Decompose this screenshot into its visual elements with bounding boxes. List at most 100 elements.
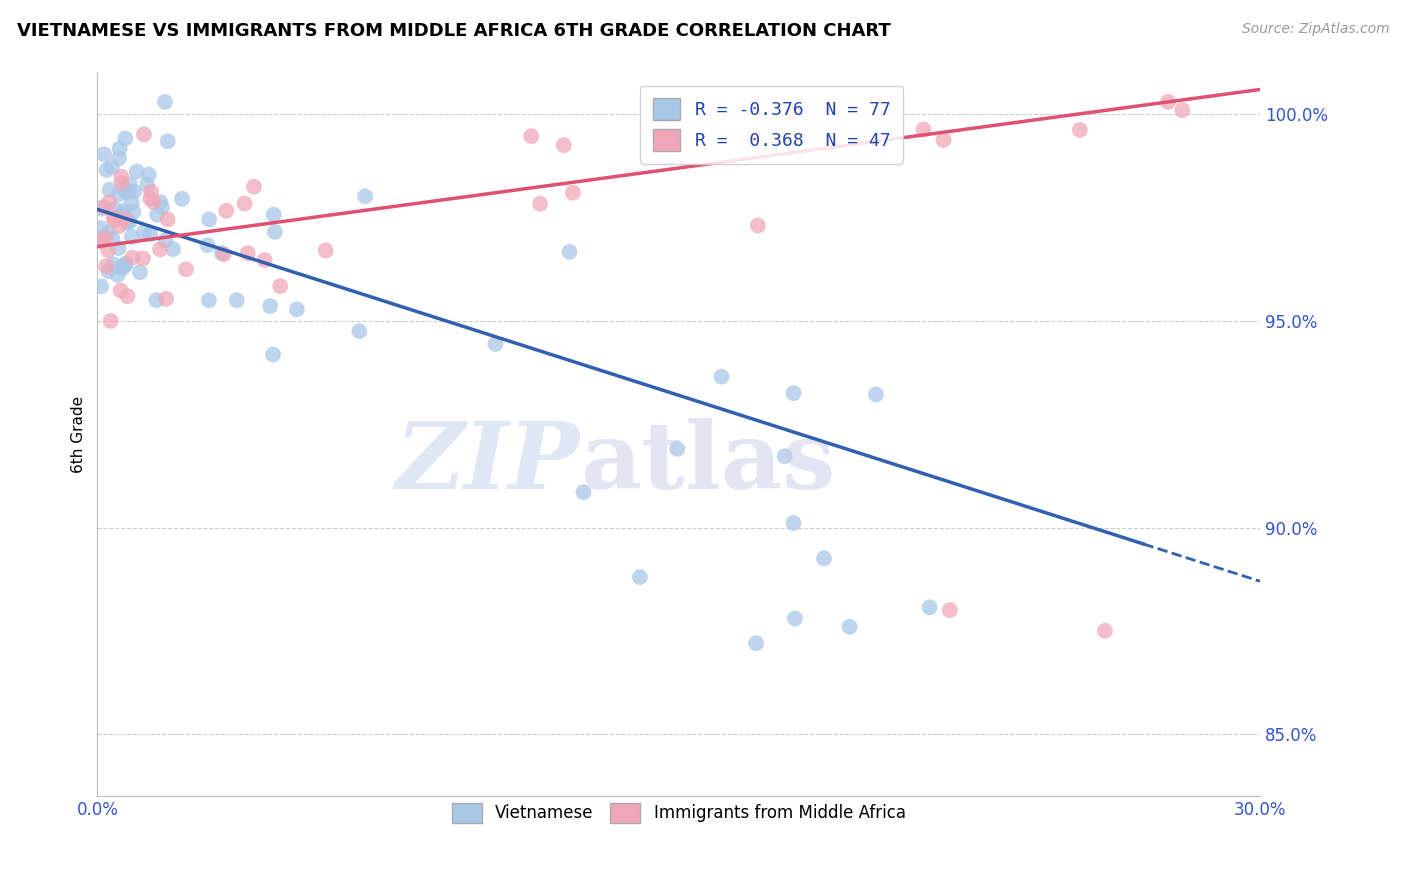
Point bbox=[354, 189, 377, 203]
Point bbox=[112, 260, 135, 274]
Point bbox=[96, 162, 118, 177]
Point bbox=[90, 235, 112, 249]
Point bbox=[108, 151, 131, 165]
Point bbox=[94, 259, 117, 273]
Point bbox=[156, 134, 179, 148]
Point bbox=[111, 176, 134, 190]
Point bbox=[156, 212, 179, 227]
Text: VIETNAMESE VS IMMIGRANTS FROM MIDDLE AFRICA 6TH GRADE CORRELATION CHART: VIETNAMESE VS IMMIGRANTS FROM MIDDLE AFR… bbox=[17, 22, 890, 40]
Point bbox=[773, 450, 796, 464]
Point bbox=[558, 244, 581, 259]
Point bbox=[1171, 103, 1194, 118]
Point bbox=[912, 122, 935, 136]
Point bbox=[155, 233, 177, 247]
Point bbox=[939, 603, 962, 617]
Point bbox=[136, 178, 159, 192]
Point bbox=[236, 246, 259, 260]
Point bbox=[628, 570, 651, 584]
Y-axis label: 6th Grade: 6th Grade bbox=[72, 396, 86, 473]
Point bbox=[138, 168, 160, 182]
Point bbox=[115, 256, 138, 270]
Point bbox=[122, 204, 145, 219]
Point bbox=[225, 293, 247, 308]
Point bbox=[114, 211, 136, 226]
Point bbox=[111, 260, 134, 275]
Point bbox=[315, 244, 337, 258]
Point bbox=[90, 279, 112, 293]
Point bbox=[215, 203, 238, 218]
Point bbox=[253, 253, 276, 268]
Point bbox=[132, 252, 155, 266]
Point bbox=[90, 221, 112, 235]
Point bbox=[118, 215, 141, 229]
Point bbox=[108, 142, 131, 156]
Point bbox=[101, 257, 124, 271]
Text: ZIP: ZIP bbox=[395, 418, 579, 508]
Point bbox=[111, 208, 134, 222]
Point bbox=[162, 242, 184, 256]
Point bbox=[121, 229, 143, 244]
Point bbox=[107, 268, 129, 282]
Point bbox=[572, 485, 595, 500]
Point bbox=[107, 241, 129, 255]
Point bbox=[865, 387, 887, 401]
Point bbox=[101, 160, 124, 174]
Point bbox=[98, 195, 121, 210]
Point bbox=[153, 95, 176, 109]
Point bbox=[110, 169, 132, 184]
Point bbox=[918, 600, 941, 615]
Point bbox=[103, 213, 125, 227]
Point bbox=[132, 128, 155, 142]
Point bbox=[90, 232, 112, 246]
Point bbox=[97, 226, 120, 240]
Point bbox=[529, 196, 551, 211]
Point bbox=[233, 196, 256, 211]
Point bbox=[212, 247, 235, 261]
Point bbox=[262, 347, 284, 361]
Point bbox=[838, 620, 860, 634]
Point bbox=[121, 251, 143, 265]
Point bbox=[211, 246, 233, 260]
Point bbox=[269, 279, 291, 293]
Point bbox=[243, 179, 266, 194]
Point bbox=[141, 185, 163, 199]
Point bbox=[783, 611, 806, 625]
Point bbox=[263, 225, 285, 239]
Point bbox=[93, 147, 115, 161]
Point bbox=[115, 186, 138, 200]
Point bbox=[1094, 624, 1116, 638]
Point bbox=[484, 337, 506, 351]
Point bbox=[710, 369, 733, 384]
Point bbox=[198, 212, 221, 227]
Point bbox=[121, 196, 143, 211]
Point bbox=[104, 202, 127, 217]
Point bbox=[103, 210, 125, 224]
Point bbox=[110, 284, 132, 298]
Point bbox=[97, 244, 120, 258]
Point bbox=[174, 262, 197, 277]
Point bbox=[553, 138, 575, 153]
Point bbox=[813, 551, 835, 566]
Point bbox=[932, 133, 955, 147]
Point bbox=[134, 225, 156, 239]
Point bbox=[117, 289, 139, 303]
Point bbox=[782, 386, 804, 401]
Legend: Vietnamese, Immigrants from Middle Africa: Vietnamese, Immigrants from Middle Afric… bbox=[440, 791, 917, 835]
Point bbox=[782, 516, 804, 530]
Point bbox=[125, 164, 148, 178]
Point bbox=[197, 238, 219, 252]
Point bbox=[1157, 95, 1180, 109]
Point bbox=[145, 293, 167, 308]
Point bbox=[747, 219, 769, 233]
Point bbox=[111, 182, 134, 196]
Point bbox=[139, 227, 162, 241]
Point bbox=[100, 314, 122, 328]
Point bbox=[108, 219, 131, 233]
Point bbox=[561, 186, 583, 200]
Text: Source: ZipAtlas.com: Source: ZipAtlas.com bbox=[1241, 22, 1389, 37]
Point bbox=[259, 299, 281, 313]
Point bbox=[782, 106, 804, 120]
Point bbox=[263, 208, 285, 222]
Point bbox=[520, 129, 543, 144]
Point bbox=[142, 195, 165, 210]
